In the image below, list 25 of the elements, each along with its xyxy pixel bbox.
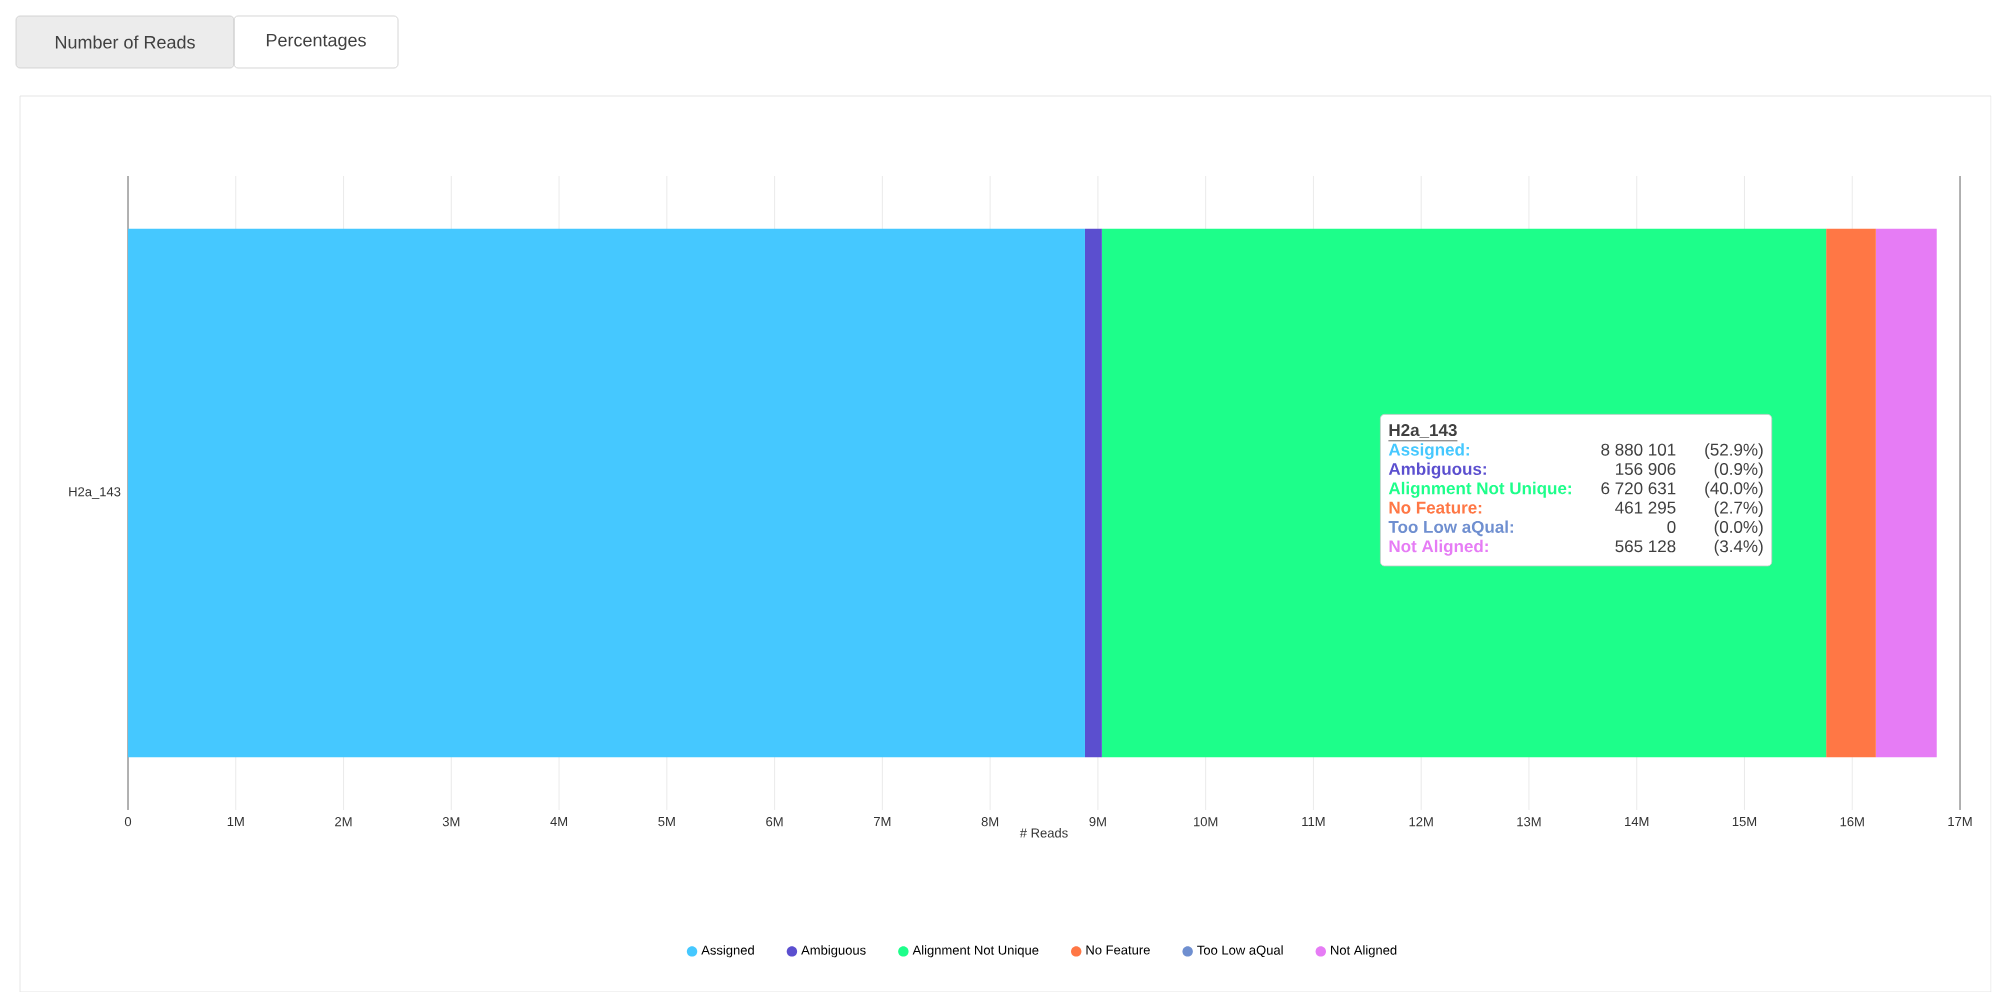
annotation: (2.7%) <box>1714 501 1763 517</box>
text: Percentages <box>266 33 366 51</box>
bar <box>128 228 1085 758</box>
annotation: Too Low aQual: <box>1388 520 1514 537</box>
annotation: H2a_143 <box>1389 424 1457 438</box>
annotation: 6 720 631 <box>1601 482 1676 495</box>
annotation: No Feature: <box>1389 501 1482 514</box>
annotation: (0.0%) <box>1714 520 1763 537</box>
annotation: (0.9%) <box>1714 462 1763 479</box>
annotation: Alignment Not Unique: <box>1388 481 1571 498</box>
annotation: 8 880 101 <box>1601 443 1676 456</box>
bar <box>1826 228 1876 758</box>
annotation: 565 128 <box>1615 540 1676 553</box>
annotation: 0 <box>1667 520 1676 533</box>
annotation: 156 906 <box>1616 462 1676 475</box>
annotation: 461 295 <box>1615 501 1676 514</box>
annotation: Assigned: <box>1388 443 1469 460</box>
annotation: Ambiguous: <box>1388 462 1486 479</box>
bar <box>1084 228 1102 758</box>
bar <box>1875 228 1937 758</box>
annotation: Not Aligned: <box>1389 539 1488 556</box>
annotation: (3.4%) <box>1714 539 1763 556</box>
annotation: (52.9%) <box>1705 443 1763 460</box>
text: Number of Reads <box>55 35 195 49</box>
annotation: (40.0%) <box>1705 481 1763 498</box>
